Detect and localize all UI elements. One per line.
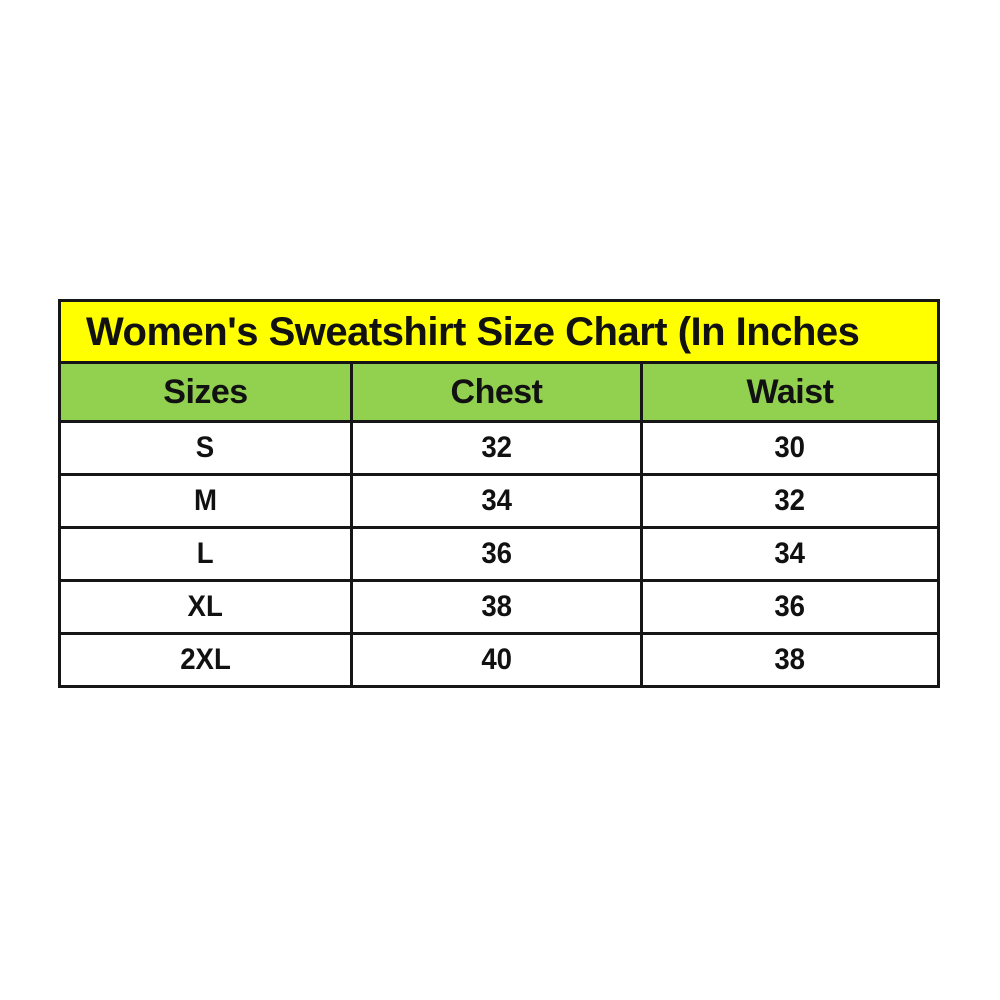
chest-value: 34	[481, 484, 512, 517]
column-header-chest: Chest	[353, 364, 643, 420]
column-header-sizes: Sizes	[61, 364, 353, 420]
waist-cell: 38	[643, 635, 937, 685]
size-value: XL	[187, 590, 224, 623]
chest-cell: 36	[353, 529, 643, 579]
waist-cell: 32	[643, 476, 937, 526]
waist-value: 30	[774, 431, 806, 464]
size-cell: L	[61, 529, 353, 579]
waist-cell: 30	[643, 423, 937, 473]
table-row-m: M 34 32	[61, 476, 937, 529]
chest-cell: 38	[353, 582, 643, 632]
waist-value: 38	[774, 643, 806, 676]
column-header-waist: Waist	[746, 372, 834, 411]
table-title: Women's Sweatshirt Size Chart (In Inches	[86, 309, 860, 354]
waist-value: 32	[774, 484, 806, 517]
table-row-xl: XL 38 36	[61, 582, 937, 635]
size-cell: M	[61, 476, 353, 526]
table-row-s: S 32 30	[61, 423, 937, 476]
size-cell: XL	[61, 582, 353, 632]
size-value: L	[197, 537, 214, 570]
size-cell: S	[61, 423, 353, 473]
waist-cell: 34	[643, 529, 937, 579]
chest-cell: 40	[353, 635, 643, 685]
table-row-2xl: 2XL 40 38	[61, 635, 937, 685]
chest-value: 40	[481, 643, 512, 676]
chest-cell: 32	[353, 423, 643, 473]
chest-cell: 34	[353, 476, 643, 526]
waist-value: 34	[774, 537, 806, 570]
table-title-row: Women's Sweatshirt Size Chart (In Inches	[61, 302, 937, 364]
size-value: M	[194, 484, 217, 517]
chest-value: 32	[481, 431, 512, 464]
table-header-row: Sizes Chest Waist	[61, 364, 937, 423]
size-cell: 2XL	[61, 635, 353, 685]
chest-value: 38	[481, 590, 512, 623]
size-value: 2XL	[180, 643, 231, 676]
waist-cell: 36	[643, 582, 937, 632]
table-row-l: L 36 34	[61, 529, 937, 582]
waist-value: 36	[774, 590, 806, 623]
size-value: S	[196, 431, 215, 464]
chest-value: 36	[481, 537, 512, 570]
size-chart-table: Women's Sweatshirt Size Chart (In Inches…	[58, 299, 940, 688]
